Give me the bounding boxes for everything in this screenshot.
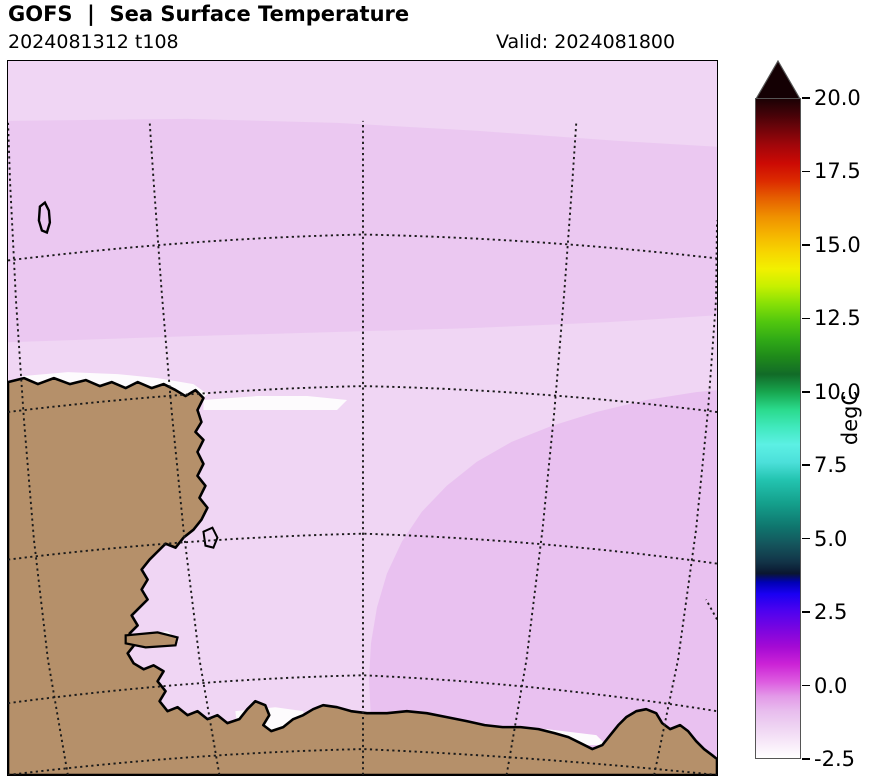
island-outline bbox=[37, 200, 52, 235]
graticule-meridian bbox=[505, 120, 578, 775]
colorbar-tick-label: 17.5 bbox=[814, 159, 861, 184]
graticule-parallel bbox=[8, 748, 717, 775]
coastal-islet bbox=[124, 631, 179, 649]
land-mass bbox=[8, 376, 717, 775]
colorbar-tick-label: 12.5 bbox=[814, 306, 861, 331]
colorbar-tick-label: 5.0 bbox=[814, 526, 848, 551]
colorbar-tick-mark bbox=[802, 244, 810, 246]
colorbar-tick-mark bbox=[802, 390, 810, 393]
valid-time-label: Valid: 2024081800 bbox=[496, 31, 676, 53]
graticule-meridian bbox=[148, 120, 221, 775]
colorbar-tick-label: 2.5 bbox=[814, 600, 848, 625]
colorbar-tick-label: 15.0 bbox=[814, 232, 861, 257]
colorbar-tick-label: 7.5 bbox=[814, 453, 848, 478]
colorbar-tick-mark bbox=[802, 684, 810, 687]
header: GOFS | Sea Surface Temperature 202408131… bbox=[0, 0, 883, 58]
colorbar-tick-label: 20.0 bbox=[814, 86, 861, 110]
colorbar-tick-mark bbox=[802, 97, 810, 99]
colorbar-body[interactable] bbox=[755, 98, 801, 759]
map-canvas bbox=[8, 61, 717, 775]
graticule-parallel bbox=[8, 674, 717, 713]
graticule-parallel bbox=[8, 532, 717, 565]
colorbar-tick-mark bbox=[802, 464, 810, 467]
colorbar-tick-mark bbox=[802, 170, 810, 173]
colorbar-units-label: degC bbox=[838, 390, 862, 446]
colorbar-tick-label: -2.5 bbox=[814, 747, 855, 771]
graticule-meridian bbox=[8, 120, 69, 775]
ocean-warm-band-north bbox=[8, 118, 717, 343]
colorbar-tick-mark bbox=[802, 537, 810, 540]
page-title: GOFS | Sea Surface Temperature bbox=[8, 2, 410, 26]
graticule-meridian bbox=[705, 599, 717, 620]
colorbar-max-arrow bbox=[755, 60, 801, 100]
colorbar-gradient bbox=[756, 99, 800, 758]
islet-outline bbox=[202, 526, 219, 549]
ocean-warm-region bbox=[368, 390, 717, 775]
colorbar-tick-mark bbox=[802, 317, 810, 320]
graticule-parallel bbox=[8, 385, 717, 413]
colorbar-tick-label: 0.0 bbox=[814, 673, 848, 698]
sea-ice-patch bbox=[203, 396, 348, 411]
colorbar[interactable]: 20.0 17.5 15.0 12.5 10.0 7.5 5.0 2.5 0.0 -2.5 deg… bbox=[750, 60, 883, 776]
graticule-meridian bbox=[653, 220, 717, 775]
map-panel[interactable] bbox=[7, 60, 718, 776]
colorbar-tick-mark bbox=[802, 611, 810, 613]
graticule-parallel bbox=[8, 233, 717, 262]
model-run-label: 2024081312 t108 bbox=[8, 31, 179, 53]
colorbar-tick-mark bbox=[802, 758, 810, 760]
